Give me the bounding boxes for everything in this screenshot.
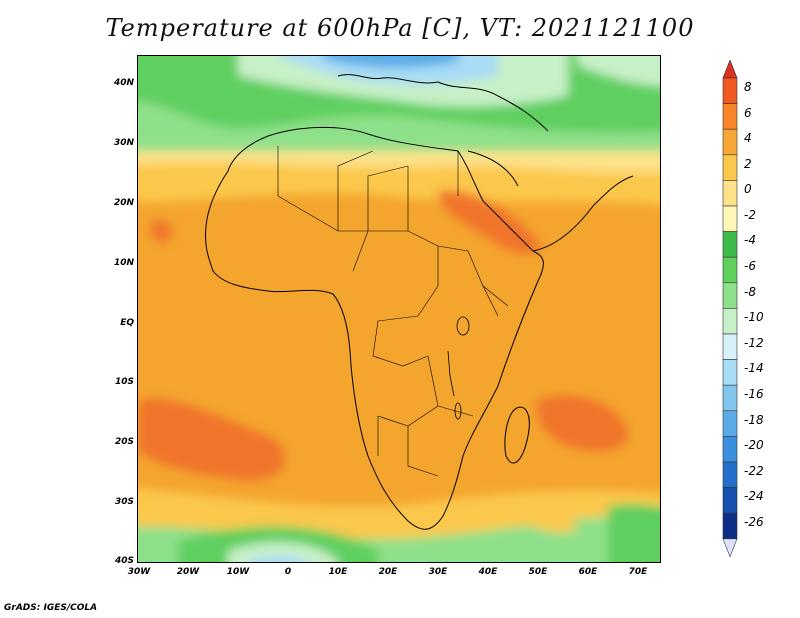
lat-label-eq: EQ [120,318,134,328]
lat-label-10s: 10S [114,377,134,387]
colorbar-label: 4 [744,131,752,145]
colorbar-label: -8 [744,285,756,299]
colorbar-segment [722,512,738,540]
colorbar-label: -18 [744,413,764,427]
colorbar-label: -14 [744,361,764,375]
colorbar-segment [722,359,738,386]
colorbar-label: -22 [744,464,764,478]
colorbar-segment [722,77,738,104]
colorbar-segment [722,308,738,335]
colorbar-label: 0 [744,182,752,196]
colorbar-segment [722,256,738,284]
temperature-field [138,56,660,562]
lat-label-40s: 40S [114,556,134,566]
colorbar-label: 2 [744,157,752,171]
colorbar-label: -12 [744,336,764,350]
lon-label-30w: 30W [127,567,151,577]
lat-label-20n: 20N [113,198,134,208]
lon-label-70e: 70E [628,567,648,577]
colorbar-segment [722,180,738,207]
colorbar-min-arrow [722,538,738,558]
country-borders [277,146,509,477]
lat-label-20s: 20S [114,437,134,447]
colorbar-max-arrow [722,60,738,79]
lat-label-30n: 30N [113,138,134,148]
lon-label-0: 0 [284,567,292,577]
colorbar-segment [722,436,738,463]
colorbar-segment [722,487,738,514]
colorbar-label: -24 [744,489,764,503]
colorbar-label: -6 [744,259,756,273]
colorbar [722,60,738,558]
colorbar-segment [722,410,738,437]
coastline [205,74,634,530]
colorbar-label: -26 [744,515,764,529]
colorbar-segment [722,205,738,232]
colorbar-label: -2 [744,208,756,222]
colorbar-label: 8 [744,80,752,94]
lon-label-50e: 50E [528,567,548,577]
colorbar-segment [722,282,738,309]
lon-label-10w: 10W [226,567,250,577]
temperature-map [137,55,661,563]
colorbar-label: -10 [744,310,764,324]
colorbar-segment [722,384,738,412]
lat-label-30s: 30S [114,497,134,507]
colorbar-label: -16 [744,387,764,401]
colorbar-segment [722,333,738,360]
credit-text: GrADS: IGES/COLA [4,603,98,613]
map-title: Temperature at 600hPa [C], VT: 202112110… [105,14,695,42]
lon-label-40e: 40E [478,567,498,577]
lon-label-60e: 60E [578,567,598,577]
lon-label-30e: 30E [428,567,448,577]
lon-label-20w: 20W [176,567,200,577]
colorbar-segment [722,103,738,130]
colorbar-label: -20 [744,438,764,452]
colorbar-label: 6 [744,106,752,120]
colorbar-segment [722,461,738,488]
lon-label-20e: 20E [378,567,398,577]
colorbar-label: -4 [744,233,756,247]
lon-label-10e: 10E [328,567,348,577]
colorbar-segment [722,154,738,181]
lat-label-40n: 40N [113,78,134,88]
colorbar-segment [722,231,738,258]
lat-label-10n: 10N [113,258,134,268]
colorbar-segment [722,128,738,156]
